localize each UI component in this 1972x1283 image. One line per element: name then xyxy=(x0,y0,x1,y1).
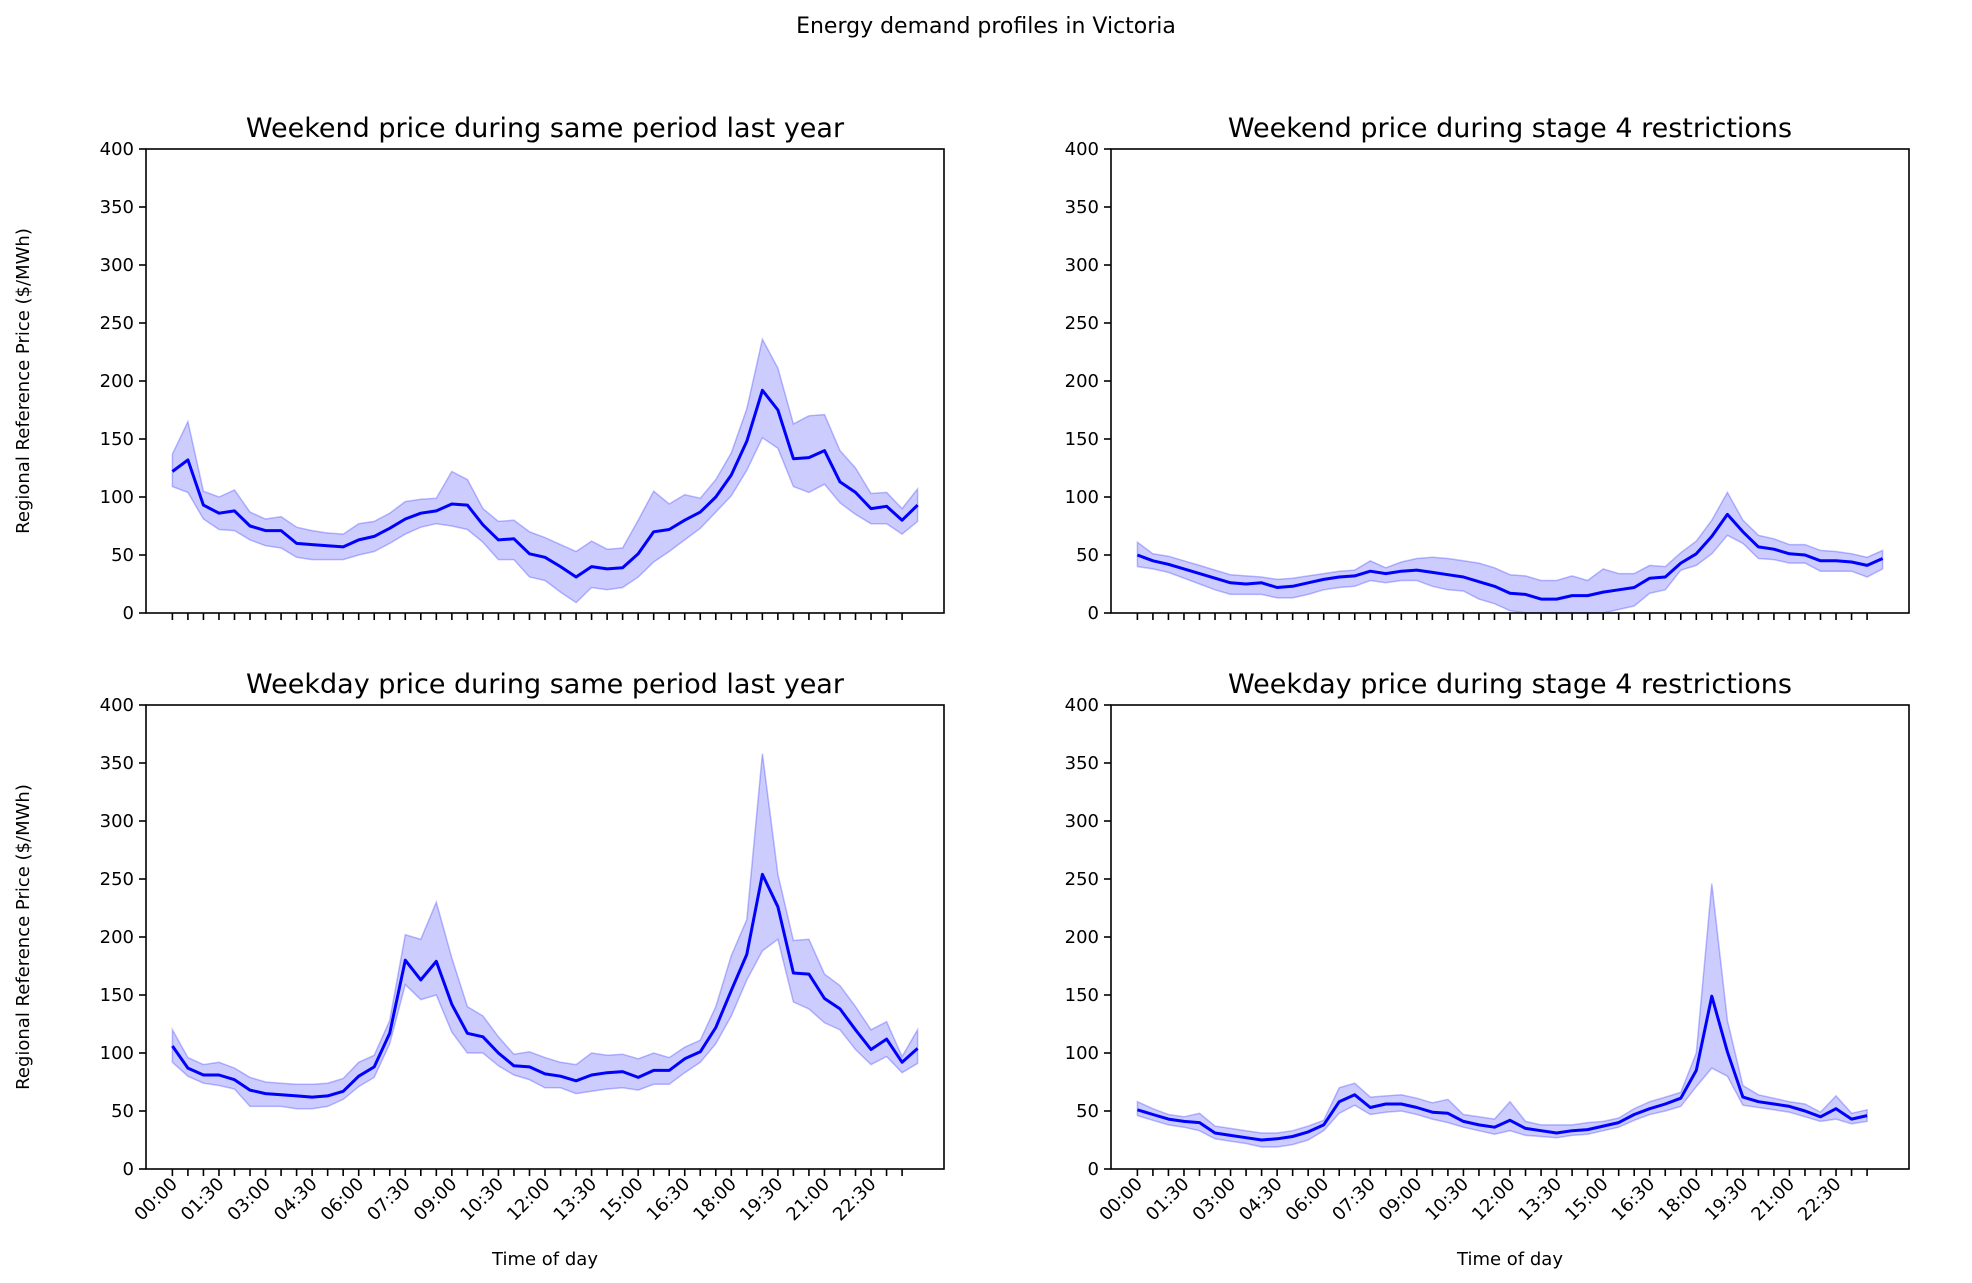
x-tick-label: 06:00 xyxy=(1282,1174,1334,1226)
y-tick-label: 300 xyxy=(100,255,134,276)
x-tick-label: 19:30 xyxy=(1701,1174,1753,1226)
figure-suptitle: Energy demand profiles in Victoria xyxy=(796,14,1176,39)
y-tick-label: 150 xyxy=(1065,985,1099,1006)
y-tick-label: 150 xyxy=(1065,429,1099,450)
x-tick-label: 07:30 xyxy=(1328,1174,1380,1226)
x-tick-label: 18:00 xyxy=(689,1174,741,1226)
y-axis-label: Regional Reference Price ($/MWh) xyxy=(13,228,34,534)
x-tick-label: 13:30 xyxy=(1515,1174,1567,1226)
x-tick-label: 04:30 xyxy=(1235,1174,1287,1226)
axes-frame xyxy=(1110,148,1910,614)
y-tick-label: 350 xyxy=(100,753,134,774)
y-tick-label: 150 xyxy=(100,985,134,1006)
x-tick-label: 00:00 xyxy=(130,1174,182,1226)
panel-title: Weekend price during stage 4 restriction… xyxy=(1228,113,1792,144)
y-tick-label: 0 xyxy=(123,1159,134,1180)
x-tick-label: 10:30 xyxy=(1421,1174,1473,1226)
x-tick-label: 21:00 xyxy=(782,1174,834,1226)
y-tick-label: 200 xyxy=(100,371,134,392)
x-tick-label: 06:00 xyxy=(317,1174,369,1226)
x-tick-label: 18:00 xyxy=(1654,1174,1706,1226)
y-tick-label: 400 xyxy=(100,139,134,160)
x-tick-label: 10:30 xyxy=(456,1174,508,1226)
x-tick-label: 03:00 xyxy=(224,1174,276,1226)
y-tick-label: 400 xyxy=(1065,695,1099,716)
x-tick-label: 07:30 xyxy=(363,1174,415,1226)
panel-title: Weekday price during same period last ye… xyxy=(246,669,845,700)
x-tick-label: 00:00 xyxy=(1095,1174,1147,1226)
x-tick-label: 01:30 xyxy=(177,1174,229,1226)
y-tick-label: 350 xyxy=(1065,197,1099,218)
y-tick-label: 200 xyxy=(1065,927,1099,948)
chart-weekday-last-year: 05010015020025030035040000:0001:3003:000… xyxy=(13,669,945,1270)
y-tick-label: 350 xyxy=(1065,753,1099,774)
x-tick-label: 16:30 xyxy=(1608,1174,1660,1226)
y-tick-label: 50 xyxy=(1076,545,1099,566)
panel-title: Weekend price during same period last ye… xyxy=(246,113,845,144)
y-tick-label: 150 xyxy=(100,429,134,450)
y-tick-label: 400 xyxy=(100,695,134,716)
x-axis-label: Time of day xyxy=(1456,1249,1563,1270)
x-tick-label: 01:30 xyxy=(1142,1174,1194,1226)
x-tick-label: 16:30 xyxy=(643,1174,695,1226)
y-tick-label: 50 xyxy=(1076,1101,1099,1122)
x-tick-label: 12:00 xyxy=(503,1174,555,1226)
confidence-band xyxy=(1136,883,1868,1148)
y-tick-label: 300 xyxy=(100,811,134,832)
axes-frame xyxy=(1110,704,1910,1170)
x-tick-label: 09:00 xyxy=(410,1174,462,1226)
y-tick-label: 250 xyxy=(100,869,134,890)
confidence-band xyxy=(1136,490,1884,614)
x-tick-label: 15:00 xyxy=(596,1174,648,1226)
y-tick-label: 250 xyxy=(100,313,134,334)
y-tick-label: 50 xyxy=(111,1101,134,1122)
y-axis-label: Regional Reference Price ($/MWh) xyxy=(13,784,34,1090)
x-axis-label: Time of day xyxy=(491,1249,598,1270)
series-line xyxy=(1136,994,1868,1142)
chart-weekday-stage4: 05010015020025030035040000:0001:3003:000… xyxy=(1065,669,1910,1270)
y-tick-label: 100 xyxy=(1065,487,1099,508)
x-tick-label: 22:30 xyxy=(1794,1174,1846,1226)
x-tick-label: 22:30 xyxy=(829,1174,881,1226)
chart-weekend-last-year: 0 50 100 150 200 250 300 350 400 Weekend price du… xyxy=(13,113,945,624)
y-tick-label: 0 xyxy=(123,603,134,624)
y-tick-label: 0 xyxy=(1088,603,1099,624)
confidence-band xyxy=(171,337,919,604)
y-tick-label: 200 xyxy=(100,927,134,948)
confidence-band xyxy=(171,753,919,1110)
x-tick-label: 04:30 xyxy=(270,1174,322,1226)
y-tick-label: 100 xyxy=(1065,1043,1099,1064)
y-tick-label: 200 xyxy=(1065,371,1099,392)
chart-weekend-stage4: 0 50 100 150 200 250 300 350 400 Weekend price du… xyxy=(1065,113,1910,624)
series-line xyxy=(171,872,919,1099)
x-tick-label: 03:00 xyxy=(1189,1174,1241,1226)
x-tick-label: 13:30 xyxy=(550,1174,602,1226)
x-tick-label: 09:00 xyxy=(1375,1174,1427,1226)
y-tick-label: 400 xyxy=(1065,139,1099,160)
x-tick-label: 19:30 xyxy=(736,1174,788,1226)
y-tick-label: 350 xyxy=(100,197,134,218)
y-tick-label: 50 xyxy=(111,545,134,566)
y-tick-label: 300 xyxy=(1065,811,1099,832)
y-tick-label: 300 xyxy=(1065,255,1099,276)
x-tick-label: 15:00 xyxy=(1561,1174,1613,1226)
y-tick-label: 100 xyxy=(100,487,134,508)
y-tick-label: 250 xyxy=(1065,313,1099,334)
x-tick-label: 12:00 xyxy=(1468,1174,1520,1226)
series-line xyxy=(1136,512,1884,601)
series-line xyxy=(171,388,919,579)
y-tick-label: 250 xyxy=(1065,869,1099,890)
x-tick-label: 21:00 xyxy=(1747,1174,1799,1226)
panel-title: Weekday price during stage 4 restriction… xyxy=(1228,669,1792,700)
y-tick-label: 0 xyxy=(1088,1159,1099,1180)
y-tick-label: 100 xyxy=(100,1043,134,1064)
